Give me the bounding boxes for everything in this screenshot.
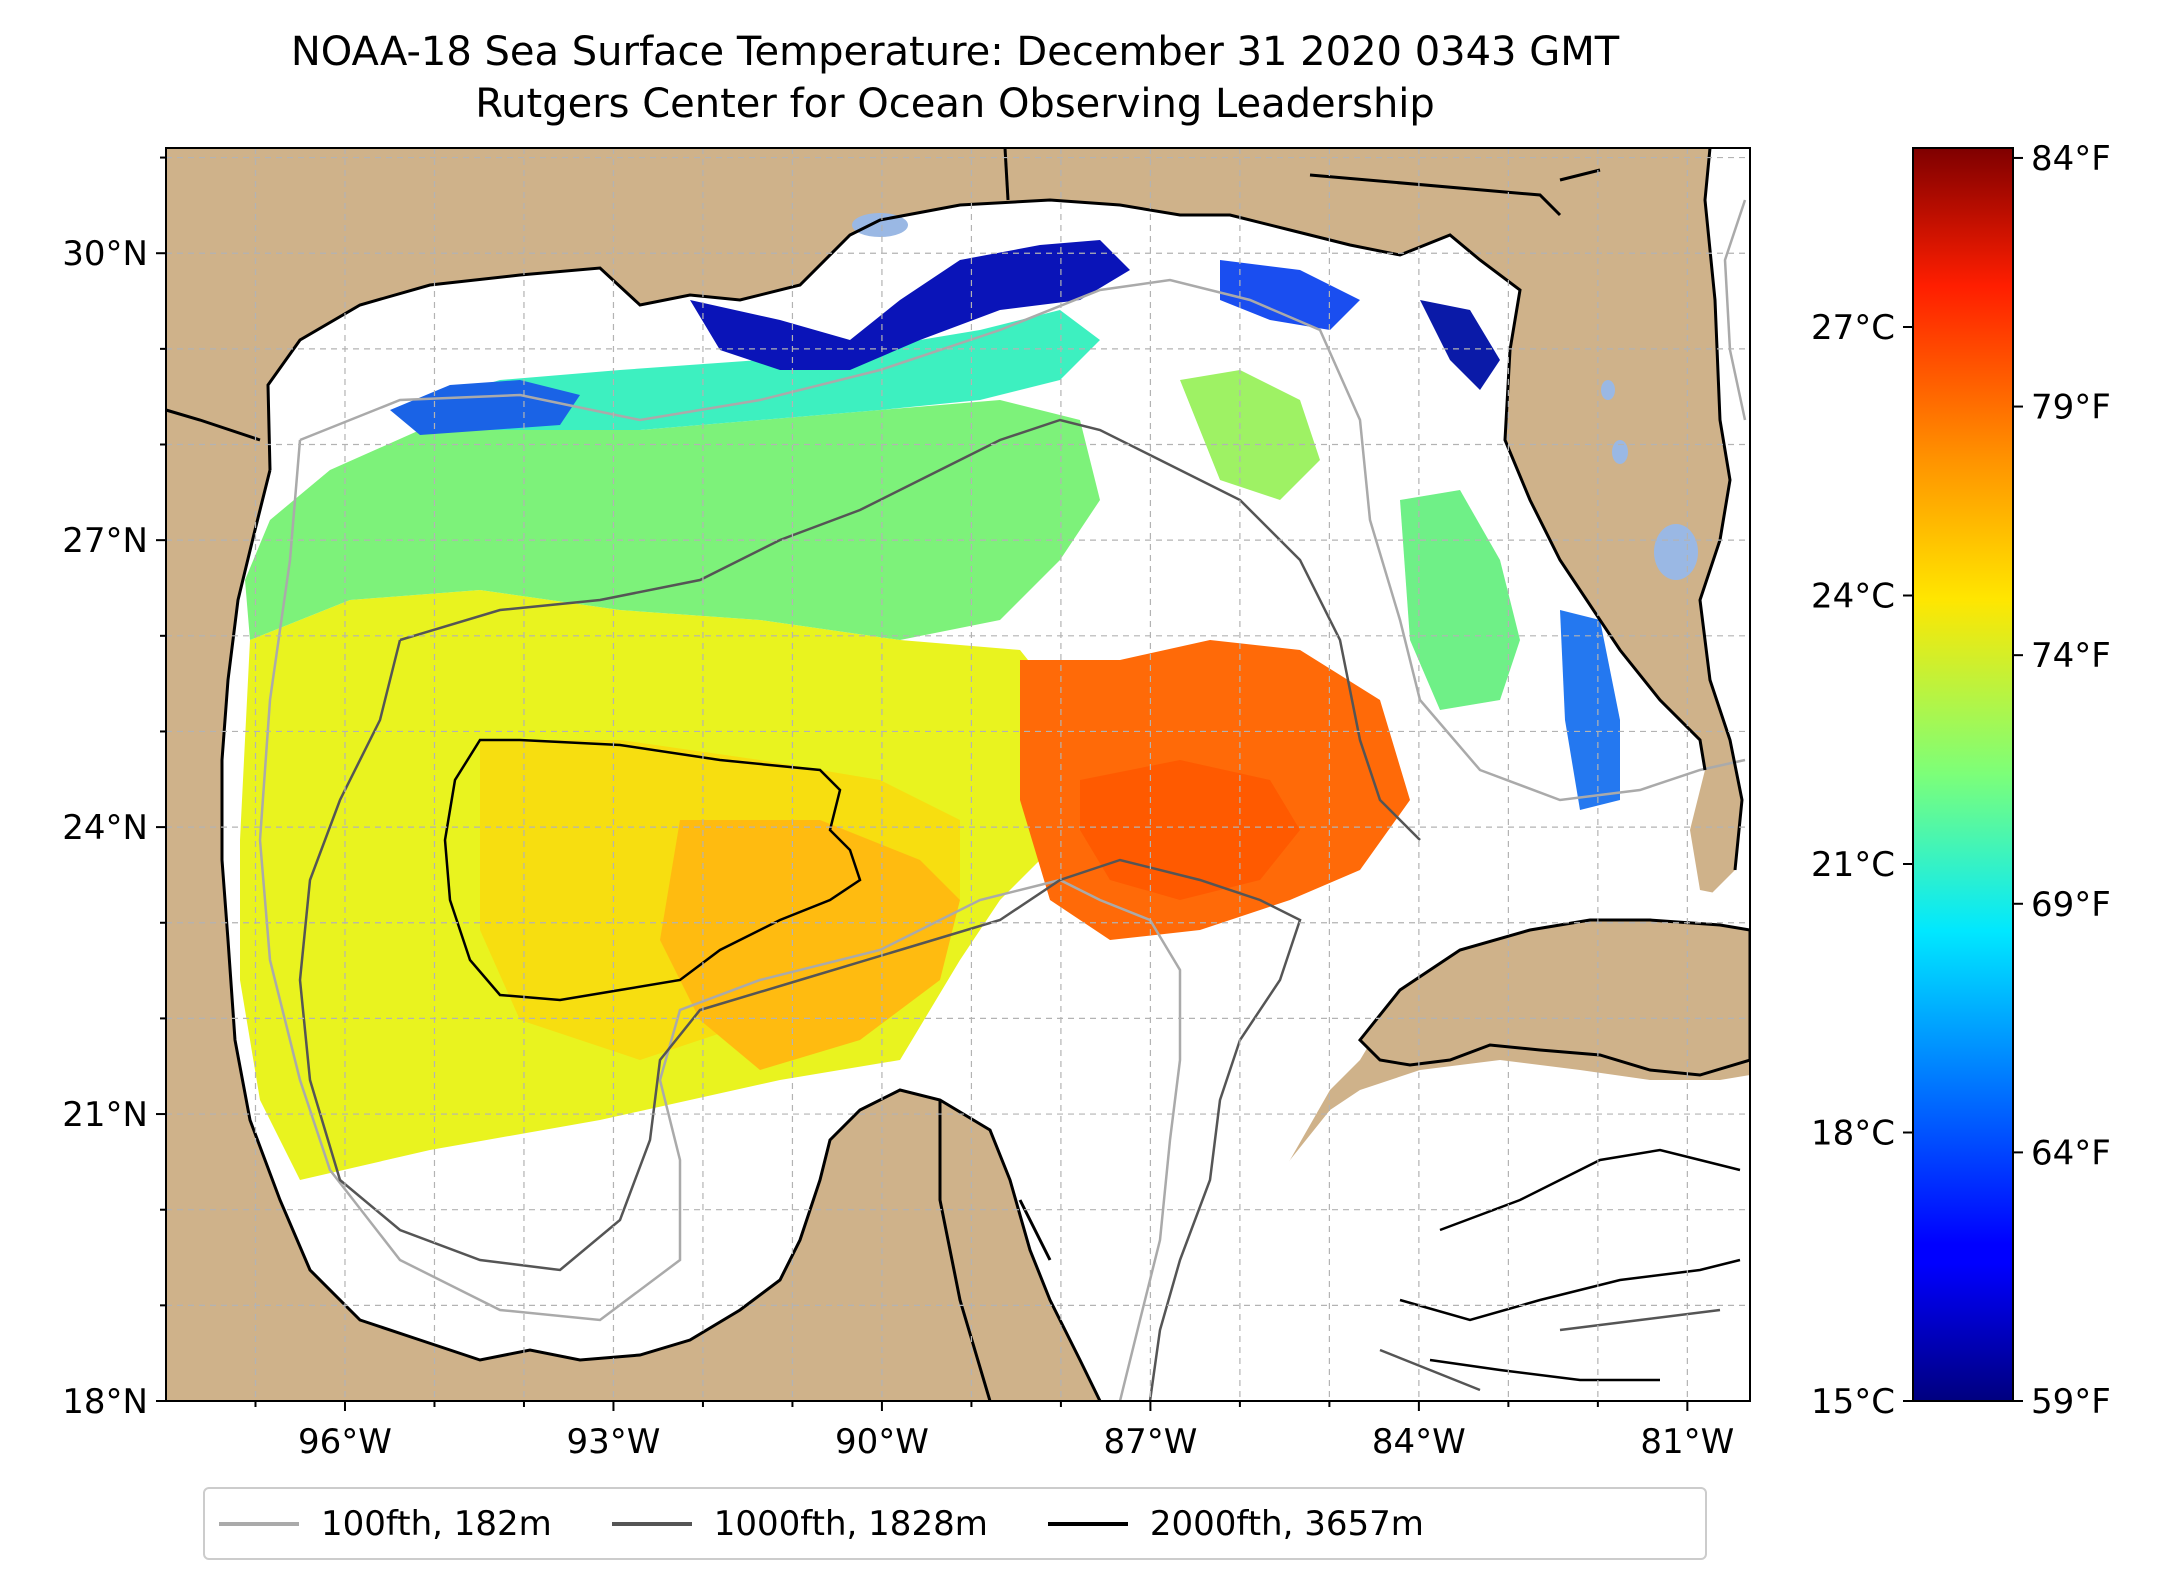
map-area (166, 148, 1750, 1401)
gulf-coastline (266, 198, 1707, 771)
colorbar-fahrenheit-label: 84°F (2031, 139, 2111, 179)
sst-data-layer (240, 240, 1620, 1180)
colorbar-gradient (1912, 147, 2014, 1402)
longitude-axis: 96°W 93°W 90°W 87°W 84°W 81°W (254, 1401, 1734, 1462)
border-us-mexico (166, 408, 261, 442)
latitude-axis: 18°N 21°N 24°N 27°N 30°N (62, 156, 166, 1422)
figure-title: NOAA-18 Sea Surface Temperature: Decembe… (290, 29, 1620, 75)
border-ms-al (1003, 148, 1010, 201)
border-mexico-guatemala (938, 1100, 992, 1401)
legend-label-1000fth: 1000fth, 1828m (713, 1503, 988, 1544)
caribbean-sea (1200, 1060, 1750, 1401)
lat-tick-label: 18°N (62, 1382, 148, 1422)
state-border-al-fl (1309, 173, 1562, 217)
isobath-1000fth (298, 418, 1421, 1401)
sst-blue-coastal (390, 380, 580, 435)
legend-swatch-2000fth (1047, 1521, 1128, 1526)
legend-label-100fth: 100fth, 182m (321, 1503, 552, 1544)
lon-tick-label: 93°W (567, 1422, 661, 1462)
map-figure-svg: 18°N 21°N 24°N 27°N 30°N 96°W 93°W 90°W 87°W 84°… (62, 139, 2111, 1462)
colorbar-celsius-label: 21°C (1811, 845, 1895, 885)
sst-green-westfl (1400, 490, 1520, 710)
legend-item-1000fth: 1000fth, 1828m (611, 1503, 988, 1544)
sst-swath-orange (660, 820, 960, 1070)
isobath-100fth (258, 199, 1747, 1401)
legend-label-2000fth: 2000fth, 3657m (1149, 1503, 1424, 1544)
sst-darkblue-louisiana (690, 240, 1130, 370)
state-border-fl-ga (1559, 168, 1601, 182)
colorbar-fahrenheit-scale: 59°F 64°F 69°F 74°F 79°F 84°F (2013, 139, 2111, 1422)
lake-small (1612, 440, 1628, 464)
isobath-1000fth-carib (1379, 1308, 1721, 1392)
isobath-2000fth (443, 738, 862, 1002)
lake-pontchartrain (852, 213, 908, 237)
colorbar-fahrenheit-label: 69°F (2031, 885, 2111, 925)
colorbar-celsius-label: 15°C (1811, 1382, 1895, 1422)
colorbar-fahrenheit-label: 74°F (2031, 636, 2111, 676)
isobath-contours (258, 199, 1747, 1401)
sst-darkblue-bigbend (1420, 300, 1500, 390)
legend-item-2000fth: 2000fth, 3657m (1047, 1503, 1424, 1544)
colorbar-fahrenheit-label: 64°F (2031, 1133, 2111, 1173)
sst-swath-green-north (245, 400, 1100, 640)
lake-florida (1601, 380, 1615, 400)
lon-tick-label: 96°W (298, 1422, 392, 1462)
lat-tick-label: 27°N (62, 521, 148, 561)
lat-tick-label: 30°N (62, 234, 148, 274)
legend-item-100fth: 100fth, 182m (219, 1504, 552, 1544)
legend-swatch-1000fth (611, 1521, 692, 1526)
figure-subtitle: Rutgers Center for Ocean Observing Leade… (475, 81, 1435, 127)
caribbean-water (1700, 148, 1750, 935)
lon-tick-label: 87°W (1103, 1422, 1197, 1462)
colorbar-fahrenheit-label: 79°F (2031, 388, 2111, 428)
isobath-legend: 100fth, 182m 1000fth, 1828m 2000fth, 365… (203, 1487, 1707, 1560)
lake-okeechobee (1654, 524, 1698, 580)
colorbar-celsius-label: 18°C (1811, 1114, 1895, 1154)
lat-tick-label: 21°N (62, 1095, 148, 1135)
colorbar-celsius-scale: 15°C 18°C 21°C 24°C 27°C (1811, 308, 1913, 1422)
legend-swatch-100fth (219, 1521, 299, 1526)
sst-green-scattered (1180, 370, 1320, 500)
mexico-coastline (220, 469, 1102, 1401)
lon-tick-label: 84°W (1372, 1422, 1466, 1462)
colorbar-celsius-label: 27°C (1811, 308, 1895, 348)
graticule (166, 148, 1750, 1401)
cuba-island (1357, 918, 1750, 1077)
isobath-2000fth-carib (1399, 1148, 1741, 1382)
colorbar: 15°C 18°C 21°C 24°C 27°C 59°F 64°F 69°F 74°F 79°… (1811, 139, 2111, 1422)
lat-tick-label: 24°N (62, 808, 148, 848)
sst-blue-westfl-coast (1560, 610, 1620, 810)
colorbar-celsius-label: 24°C (1811, 577, 1895, 617)
lon-tick-label: 90°W (835, 1422, 929, 1462)
colorbar-fahrenheit-label: 59°F (2031, 1382, 2111, 1422)
sst-blue-panhandle (1220, 260, 1360, 330)
map-frame (165, 147, 1751, 1402)
lon-tick-label: 81°W (1640, 1422, 1734, 1462)
